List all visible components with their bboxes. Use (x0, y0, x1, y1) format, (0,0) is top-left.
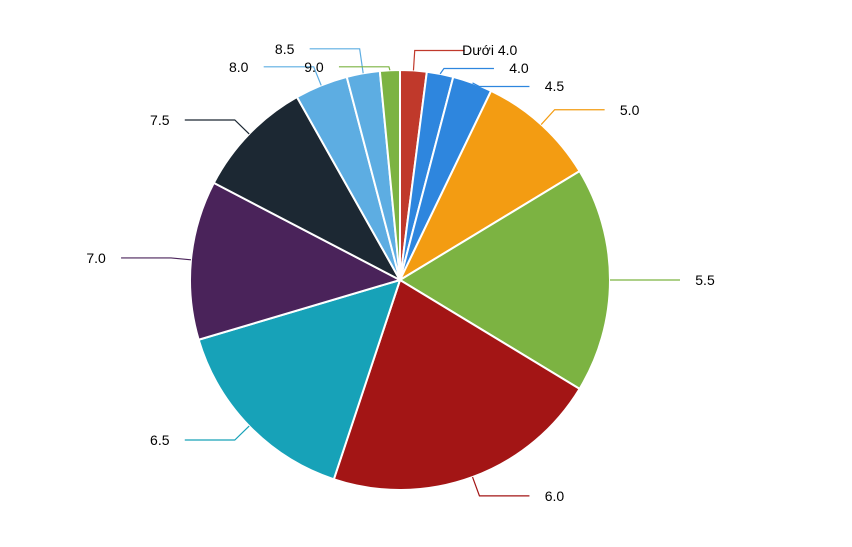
pie-chart-container: Dưới 4.04.04.55.05.56.06.57.07.58.08.59.… (0, 0, 852, 547)
leader-line (541, 110, 604, 125)
leader-line (121, 258, 191, 260)
leader-line (339, 67, 390, 70)
leader-line (413, 50, 464, 70)
leader-line (185, 426, 249, 440)
leader-line (473, 477, 530, 496)
leader-line (185, 120, 249, 134)
leader-line (264, 67, 322, 86)
leader-line (440, 68, 494, 73)
pie-chart-svg (0, 0, 852, 547)
leader-line (473, 83, 530, 87)
leader-line (310, 49, 364, 73)
